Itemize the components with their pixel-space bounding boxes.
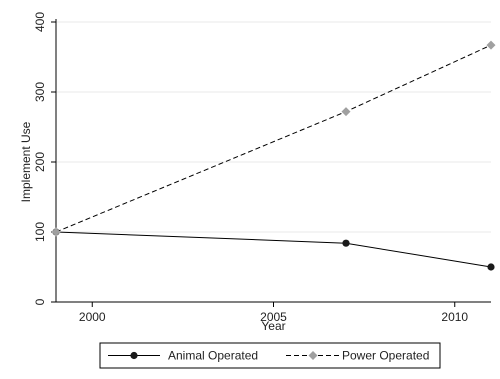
data-point bbox=[342, 239, 350, 247]
legend-label: Animal Operated bbox=[168, 349, 258, 363]
x-tick-label: 2000 bbox=[79, 310, 106, 324]
data-point bbox=[487, 263, 495, 271]
y-axis-title: Implement Use bbox=[19, 121, 33, 202]
x-tick-label: 2005 bbox=[260, 310, 287, 324]
legend-entry: Animal Operated bbox=[108, 349, 258, 363]
y-tick-label: 400 bbox=[33, 12, 47, 32]
y-tick-label: 200 bbox=[33, 152, 47, 172]
series-layer bbox=[51, 40, 496, 271]
x-tick-label: 2010 bbox=[441, 310, 468, 324]
series-power-operated bbox=[51, 40, 496, 237]
legend-entry: Power Operated bbox=[286, 349, 429, 363]
data-point bbox=[486, 40, 496, 50]
legend-marker bbox=[308, 351, 318, 360]
y-tick-label: 300 bbox=[33, 82, 47, 102]
legend-label: Power Operated bbox=[342, 349, 429, 363]
data-point bbox=[341, 107, 351, 117]
x-axis-title: Year bbox=[261, 319, 285, 333]
legend-marker bbox=[130, 351, 138, 360]
data-point bbox=[51, 227, 61, 237]
x-axis-ticks: 2000 2005 2010 bbox=[79, 302, 468, 324]
y-axis-ticks: 0 100 200 300 400 bbox=[33, 12, 56, 305]
y-tick-label: 100 bbox=[33, 222, 47, 242]
legend: Animal Operated Power Operated bbox=[99, 342, 441, 369]
y-tick-label: 0 bbox=[33, 298, 47, 305]
